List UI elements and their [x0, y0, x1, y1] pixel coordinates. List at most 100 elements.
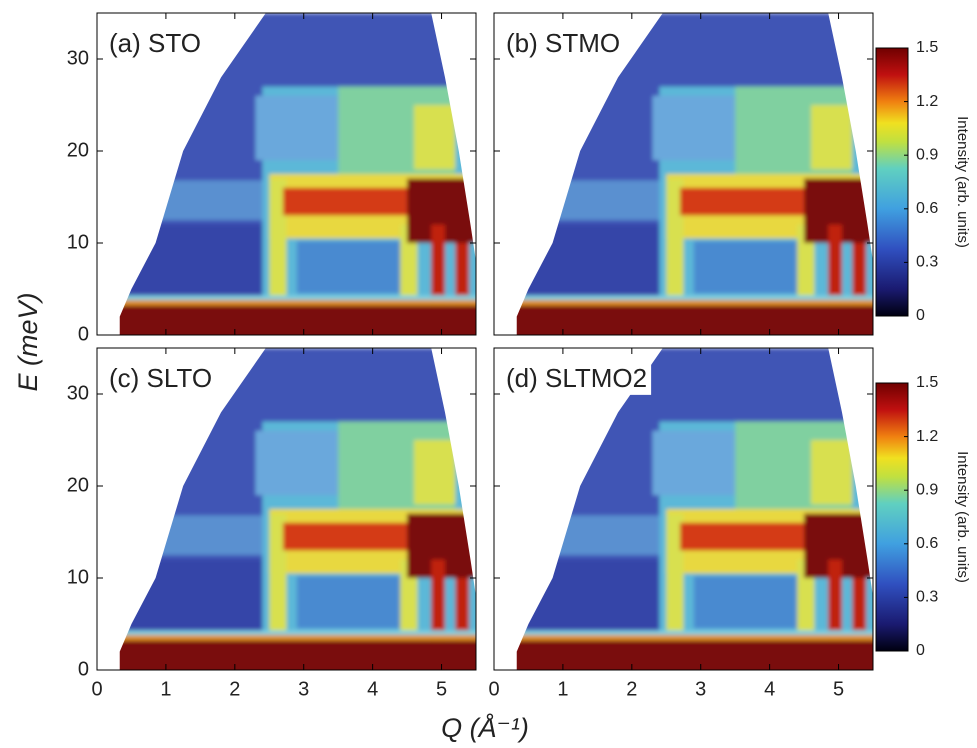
heatmap — [516, 13, 873, 335]
panel-label: (a) STO — [109, 28, 201, 58]
heatmap-region — [296, 241, 401, 294]
x-tick-label: 4 — [367, 678, 378, 700]
heatmap-region — [269, 178, 287, 299]
heatmap-region — [455, 578, 470, 643]
panel-label-bg — [105, 360, 217, 395]
colorbar-tick-label: 0.9 — [916, 146, 938, 163]
heatmap-region — [810, 440, 853, 505]
colorbar — [875, 382, 909, 652]
heatmap-region — [255, 430, 346, 496]
x-tick-label: 5 — [436, 678, 447, 700]
heatmap-region — [528, 515, 667, 555]
panel-frame — [493, 347, 874, 671]
heatmap-region — [516, 305, 873, 335]
heatmap-region — [516, 635, 873, 641]
colorbar-label: Intensity (arb. units) — [954, 116, 971, 248]
colorbar-tick-label: 1.5 — [916, 39, 938, 56]
heatmap-region — [255, 95, 346, 161]
x-tick-label: 1 — [557, 678, 568, 700]
panel-frame — [96, 347, 477, 671]
heatmap-region — [119, 630, 477, 636]
heatmap-layers — [119, 348, 477, 670]
x-tick-label: 0 — [488, 678, 499, 700]
colorbar-tick-label: 1.5 — [916, 374, 938, 391]
heatmap-region — [119, 300, 477, 306]
y-tick-label: 10 — [67, 566, 89, 588]
y-tick-label: 0 — [78, 323, 89, 345]
heatmap-region — [666, 178, 684, 299]
heatmap-region — [119, 224, 266, 299]
x-tick-label: 1 — [160, 678, 171, 700]
heatmap-region — [810, 105, 853, 170]
heatmap-region — [852, 578, 867, 643]
heatmap-region — [516, 224, 663, 299]
heatmap-region — [431, 559, 445, 643]
colorbar-tick-label: 0 — [916, 307, 925, 324]
panel-label: (d) SLTMO2 — [506, 363, 647, 393]
heatmap-region — [119, 305, 477, 335]
y-tick-label: 30 — [67, 47, 89, 69]
heatmap-region — [119, 635, 477, 641]
heatmap-region — [652, 95, 743, 161]
colorbar-tick-label: 0.3 — [916, 589, 938, 606]
heatmap-region — [131, 180, 270, 220]
heatmap-region — [516, 630, 873, 636]
colorbar — [875, 47, 909, 317]
y-axis-label: E (meV) — [13, 292, 43, 391]
heatmap-region — [516, 559, 663, 634]
heatmap-region — [828, 224, 842, 308]
colorbar-tick-label: 0.9 — [916, 481, 938, 498]
panel-label: (b) STMO — [506, 28, 620, 58]
heatmap-layers — [516, 13, 873, 335]
heatmap-region — [852, 243, 867, 308]
heatmap-layers — [516, 348, 873, 670]
y-tick-label: 30 — [67, 382, 89, 404]
heatmap-region — [516, 640, 873, 670]
heatmap-region — [455, 243, 470, 308]
colorbar-tick-label: 0 — [916, 642, 925, 659]
y-tick-label: 20 — [67, 139, 89, 161]
heatmap-region — [828, 559, 842, 643]
x-tick-label: 3 — [298, 678, 309, 700]
y-tick-label: 20 — [67, 474, 89, 496]
heatmap-region — [693, 241, 798, 294]
y-tick-label: 10 — [67, 231, 89, 253]
colorbar-tick-label: 1.2 — [916, 428, 938, 445]
panel-label-bg — [105, 25, 205, 60]
y-tick-label: 0 — [78, 658, 89, 680]
x-tick-label: 2 — [229, 678, 240, 700]
panel-label: (c) SLTO — [109, 363, 212, 393]
panel-label-bg — [502, 25, 625, 60]
panel-label-bg — [502, 360, 652, 395]
colorbar-tick-label: 0.3 — [916, 254, 938, 271]
heatmap-region — [296, 576, 401, 629]
heatmap-region — [516, 295, 873, 301]
colorbar-label: Intensity (arb. units) — [954, 451, 971, 583]
x-tick-label: 2 — [626, 678, 637, 700]
colorbar-tick-label: 0.6 — [916, 200, 938, 217]
heatmap-region — [516, 300, 873, 306]
colorbar-tick-label: 0.6 — [916, 535, 938, 552]
heatmap-region — [119, 295, 477, 301]
heatmap-region — [269, 513, 287, 634]
heatmap-region — [413, 440, 456, 505]
heatmap-region — [652, 430, 743, 496]
panel-frame — [493, 12, 874, 336]
heatmap-region — [119, 559, 266, 634]
x-tick-label: 5 — [833, 678, 844, 700]
x-tick-label: 4 — [764, 678, 775, 700]
x-tick-label: 3 — [695, 678, 706, 700]
heatmap — [119, 348, 477, 670]
heatmap-region — [431, 224, 445, 308]
x-axis-label: Q (Å⁻¹) — [441, 712, 529, 743]
colorbar-tick-label: 1.2 — [916, 93, 938, 110]
heatmap — [119, 13, 477, 335]
panel-frame — [96, 12, 477, 336]
heatmap-layers — [119, 13, 477, 335]
heatmap-region — [413, 105, 456, 170]
heatmap-region — [666, 513, 684, 634]
heatmap-region — [131, 515, 270, 555]
heatmap-region — [119, 640, 477, 670]
heatmap-region — [528, 180, 667, 220]
